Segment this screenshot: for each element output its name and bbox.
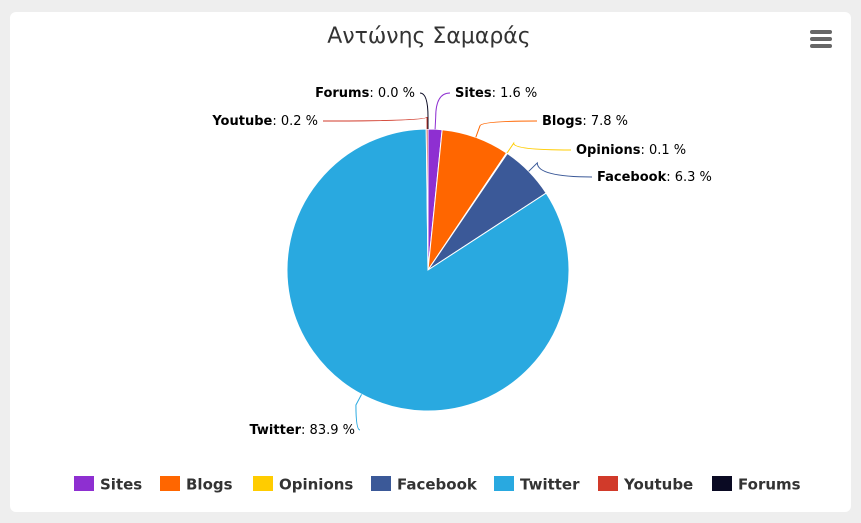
label-name: Forums: [315, 86, 369, 101]
legend-label: Sites: [100, 476, 142, 494]
label-value: : 83.9 %: [301, 423, 355, 438]
legend-label: Twitter: [520, 476, 580, 494]
legend-swatch: [712, 476, 732, 491]
label-value: : 7.8 %: [582, 114, 628, 129]
menu-bar[interactable]: [810, 44, 832, 48]
legend-swatch: [371, 476, 391, 491]
connector: [528, 161, 593, 178]
legend-label: Forums: [738, 476, 801, 494]
data-label: Blogs: 7.8 %: [542, 114, 628, 129]
label-value: : 0.2 %: [272, 114, 318, 129]
label-name: Opinions: [576, 143, 641, 158]
menu-bar[interactable]: [810, 30, 832, 34]
legend-label: Facebook: [397, 476, 478, 494]
connector: [475, 120, 538, 138]
connector: [322, 116, 428, 130]
data-label: Youtube: 0.2 %: [211, 114, 318, 129]
label-value: : 6.3 %: [666, 170, 712, 185]
data-label: Forums: 0.0 %: [315, 86, 415, 101]
data-label: Facebook: 6.3 %: [597, 170, 712, 185]
label-name: Sites: [455, 86, 492, 101]
legend-swatch: [253, 476, 273, 491]
connector: [355, 394, 363, 431]
menu-button[interactable]: [810, 30, 832, 48]
connector: [434, 92, 451, 130]
data-label: Opinions: 0.1 %: [576, 143, 686, 158]
legend-label: Opinions: [279, 476, 353, 494]
legend-swatch: [160, 476, 180, 491]
data-label: Sites: 1.6 %: [455, 86, 537, 101]
connector: [506, 141, 572, 154]
chart-title: Αντώνης Σαμαράς: [327, 24, 530, 49]
label-name: Youtube: [211, 114, 272, 129]
label-value: : 1.6 %: [492, 86, 538, 101]
legend-label: Blogs: [186, 476, 233, 494]
connector: [419, 92, 429, 129]
legend-label: Youtube: [623, 476, 693, 494]
pie-slice: [286, 128, 570, 412]
label-name: Twitter: [249, 423, 301, 438]
label-name: Facebook: [597, 170, 667, 185]
data-label: Twitter: 83.9 %: [249, 423, 355, 438]
label-value: : 0.0 %: [369, 86, 415, 101]
label-value: : 0.1 %: [640, 143, 686, 158]
legend-swatch: [74, 476, 94, 491]
menu-bar[interactable]: [810, 37, 832, 41]
label-name: Blogs: [542, 114, 583, 129]
legend-swatch: [598, 476, 618, 491]
legend-swatch: [494, 476, 514, 491]
